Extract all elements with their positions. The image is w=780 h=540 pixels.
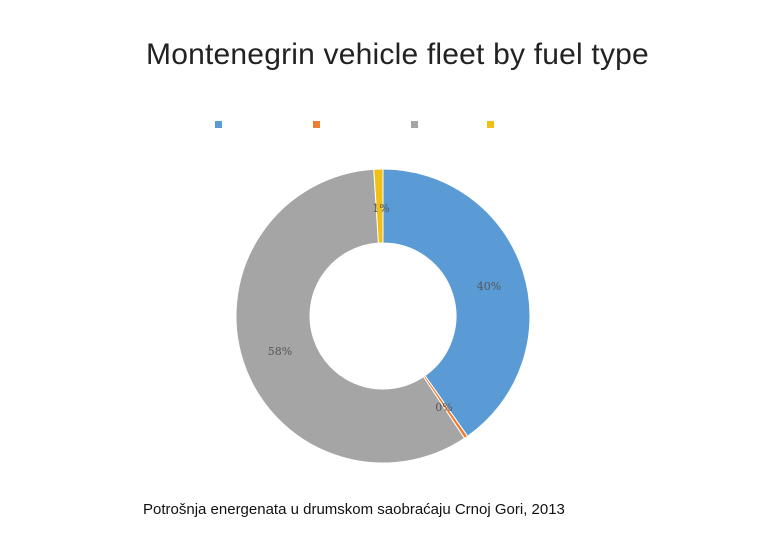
donut-slice-3: [235, 168, 466, 464]
data-label-58pct: 58%: [268, 345, 292, 358]
data-label-0pct: 0%: [435, 401, 452, 414]
data-label-1pct: 1%: [372, 202, 389, 215]
chart-title: Montenegrin vehicle fleet by fuel type: [146, 38, 649, 71]
data-label-40pct: 40%: [477, 280, 501, 293]
donut-slices: [235, 168, 531, 464]
donut-data-labels: 1% 40% 0% 58%: [268, 202, 501, 414]
donut-slice-1: [382, 168, 531, 437]
chart-caption: Potrošnja energenata u drumskom saobraća…: [143, 501, 565, 518]
